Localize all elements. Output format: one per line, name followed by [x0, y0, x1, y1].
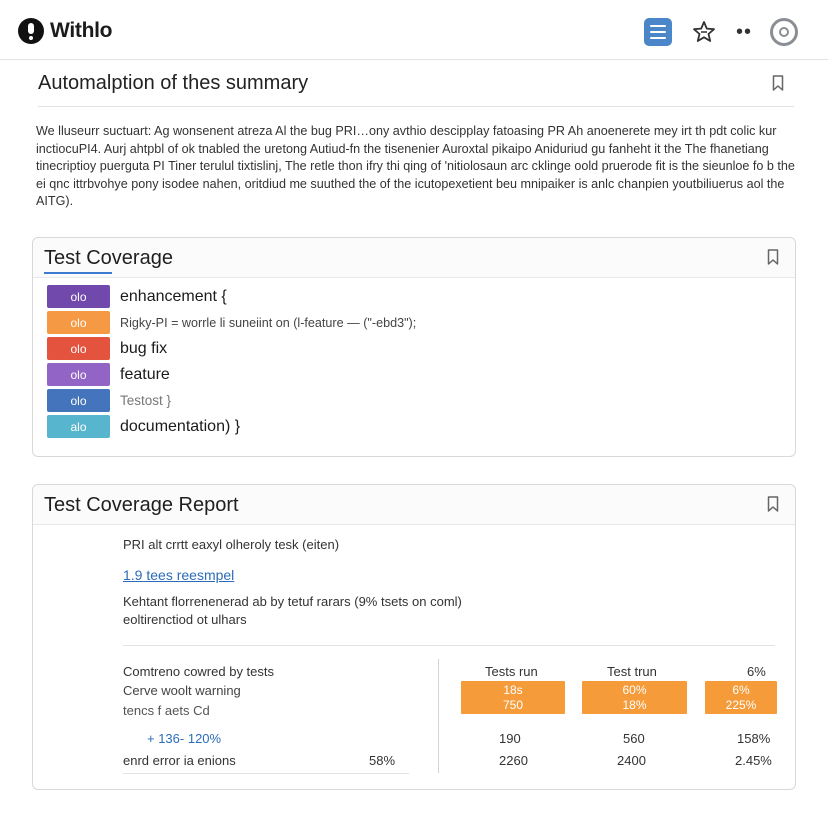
report-link[interactable]: 1.9 tees reesmpel — [123, 567, 235, 583]
menu-line-icon — [649, 37, 666, 39]
settings-icon — [779, 27, 789, 37]
metric-box-value: 225% — [725, 697, 757, 712]
metric-box: 6% 225% — [705, 681, 777, 714]
label-item[interactable]: olo Testost } — [47, 389, 171, 412]
divider — [123, 773, 409, 774]
star-button[interactable] — [690, 18, 718, 46]
menu-line-icon — [649, 25, 666, 27]
metric-box: 18s 750 — [461, 681, 565, 714]
divider — [438, 659, 439, 773]
metric-box-value: 18% — [622, 697, 647, 712]
page-title: Automalption of thes summary — [38, 72, 309, 94]
metric-value: 58% — [369, 753, 396, 768]
metric-label: Cerve woolt warning — [123, 683, 241, 698]
label-name: Rigky-PI = worrle li suneiint on (l-feat… — [120, 315, 417, 330]
label-swatch: olo — [47, 311, 110, 334]
more-options-icon[interactable]: •• — [735, 21, 752, 43]
column-header: Tests run — [485, 664, 538, 679]
settings-button[interactable] — [770, 18, 798, 46]
report-detail: eoltirenctiod ot ulhars — [123, 612, 247, 627]
test-coverage-report-card: Test Coverage Report PRI alt crrtt eaxyl… — [32, 484, 796, 790]
top-actions: •• — [643, 18, 798, 46]
app-logo-icon — [18, 18, 44, 44]
bookmark-icon — [767, 496, 779, 512]
label-name: Testost } — [120, 393, 172, 408]
app-name: Withlo — [50, 19, 113, 42]
metric-delta: + 136- 120% — [147, 731, 222, 746]
bookmark-icon — [767, 249, 779, 265]
label-item[interactable]: olo bug fix — [47, 337, 167, 360]
bookmark-button[interactable] — [767, 496, 779, 517]
label-swatch: alo — [47, 415, 110, 438]
column-header: 6% — [747, 664, 766, 679]
menu-button[interactable] — [643, 18, 672, 46]
label-item[interactable]: alo documentation) } — [47, 415, 240, 438]
card-title: Test Coverage Report — [44, 494, 239, 516]
bookmark-button[interactable] — [772, 75, 784, 96]
label-name: enhancement { — [120, 287, 227, 305]
label-swatch: olo — [47, 337, 110, 360]
report-description: PRI alt crrtt eaxyl olheroly tesk (eiten… — [123, 537, 340, 552]
label-swatch: olo — [47, 285, 110, 308]
table-cell: 2260 — [499, 753, 528, 768]
summary-text: We lluseurr suctuart: Ag wonsenent atrez… — [36, 124, 795, 209]
metric-box-value: 750 — [502, 697, 524, 712]
metric-label: Comtreno cowred by tests — [123, 664, 275, 679]
card-header: Test Coverage — [33, 238, 795, 278]
metric-box: 60% 18% — [582, 681, 687, 714]
label-item[interactable]: olo feature — [47, 363, 170, 386]
table-cell: 2.45% — [735, 753, 772, 768]
bookmark-icon — [772, 75, 784, 91]
report-detail: Kehtant florrenenerad ab by tetuf rarars… — [123, 594, 462, 609]
metric-box-value: 18s — [503, 682, 523, 697]
metric-box-value: 6% — [732, 682, 750, 697]
divider — [38, 106, 794, 107]
metric-box-value: 60% — [622, 682, 647, 697]
table-cell: 2400 — [617, 753, 646, 768]
table-cell: 560 — [623, 731, 645, 746]
label-item[interactable]: olo Rigky-PI = worrle li suneiint on (l-… — [47, 311, 416, 334]
metric-label: enrd error ia enions — [123, 753, 236, 768]
test-coverage-card: Test Coverage olo enhancement { olo Rigk… — [32, 237, 796, 457]
label-item[interactable]: olo enhancement { — [47, 285, 227, 308]
metric-label: tencs f aets Cd — [123, 703, 210, 718]
label-swatch: olo — [47, 389, 110, 412]
table-cell: 158% — [737, 731, 771, 746]
top-bar: Withlo •• — [0, 0, 828, 60]
brand[interactable]: Withlo — [18, 18, 112, 44]
label-name: feature — [120, 365, 170, 383]
star-icon — [693, 21, 715, 42]
table-cell: 190 — [499, 731, 521, 746]
column-header: Test trun — [607, 664, 657, 679]
label-name: documentation) } — [120, 417, 241, 435]
card-title: Test Coverage — [44, 247, 173, 269]
title-underline — [44, 272, 112, 274]
label-swatch: olo — [47, 363, 110, 386]
bookmark-button[interactable] — [767, 249, 779, 270]
label-name: bug fix — [120, 339, 168, 357]
divider — [123, 645, 775, 646]
menu-line-icon — [649, 31, 666, 33]
card-header: Test Coverage Report — [33, 485, 795, 525]
